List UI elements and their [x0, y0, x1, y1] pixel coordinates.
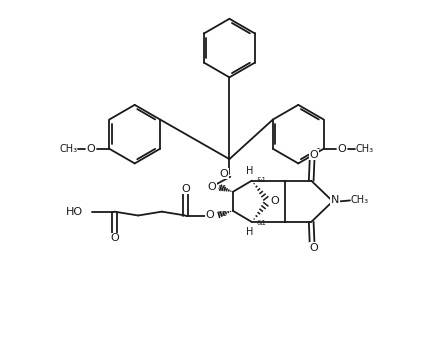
Text: O: O: [270, 196, 279, 206]
Text: CH₃: CH₃: [350, 195, 368, 205]
Text: &1: &1: [256, 177, 266, 183]
Text: &1: &1: [218, 185, 228, 191]
Text: O: O: [220, 169, 228, 179]
Text: O: O: [208, 182, 216, 192]
Text: O: O: [310, 243, 318, 253]
Text: &1: &1: [218, 211, 228, 217]
Text: O: O: [310, 150, 318, 160]
Text: H: H: [246, 166, 253, 176]
Text: H: H: [246, 227, 253, 237]
Text: O: O: [338, 144, 346, 154]
Text: &1: &1: [256, 220, 266, 226]
Text: N: N: [331, 195, 339, 205]
Text: CH₃: CH₃: [59, 144, 78, 154]
Text: O: O: [206, 210, 214, 220]
Text: CH₃: CH₃: [355, 144, 374, 154]
Text: O: O: [87, 144, 95, 154]
Text: O: O: [181, 184, 190, 194]
Text: O: O: [110, 233, 119, 243]
Text: HO: HO: [66, 207, 83, 217]
